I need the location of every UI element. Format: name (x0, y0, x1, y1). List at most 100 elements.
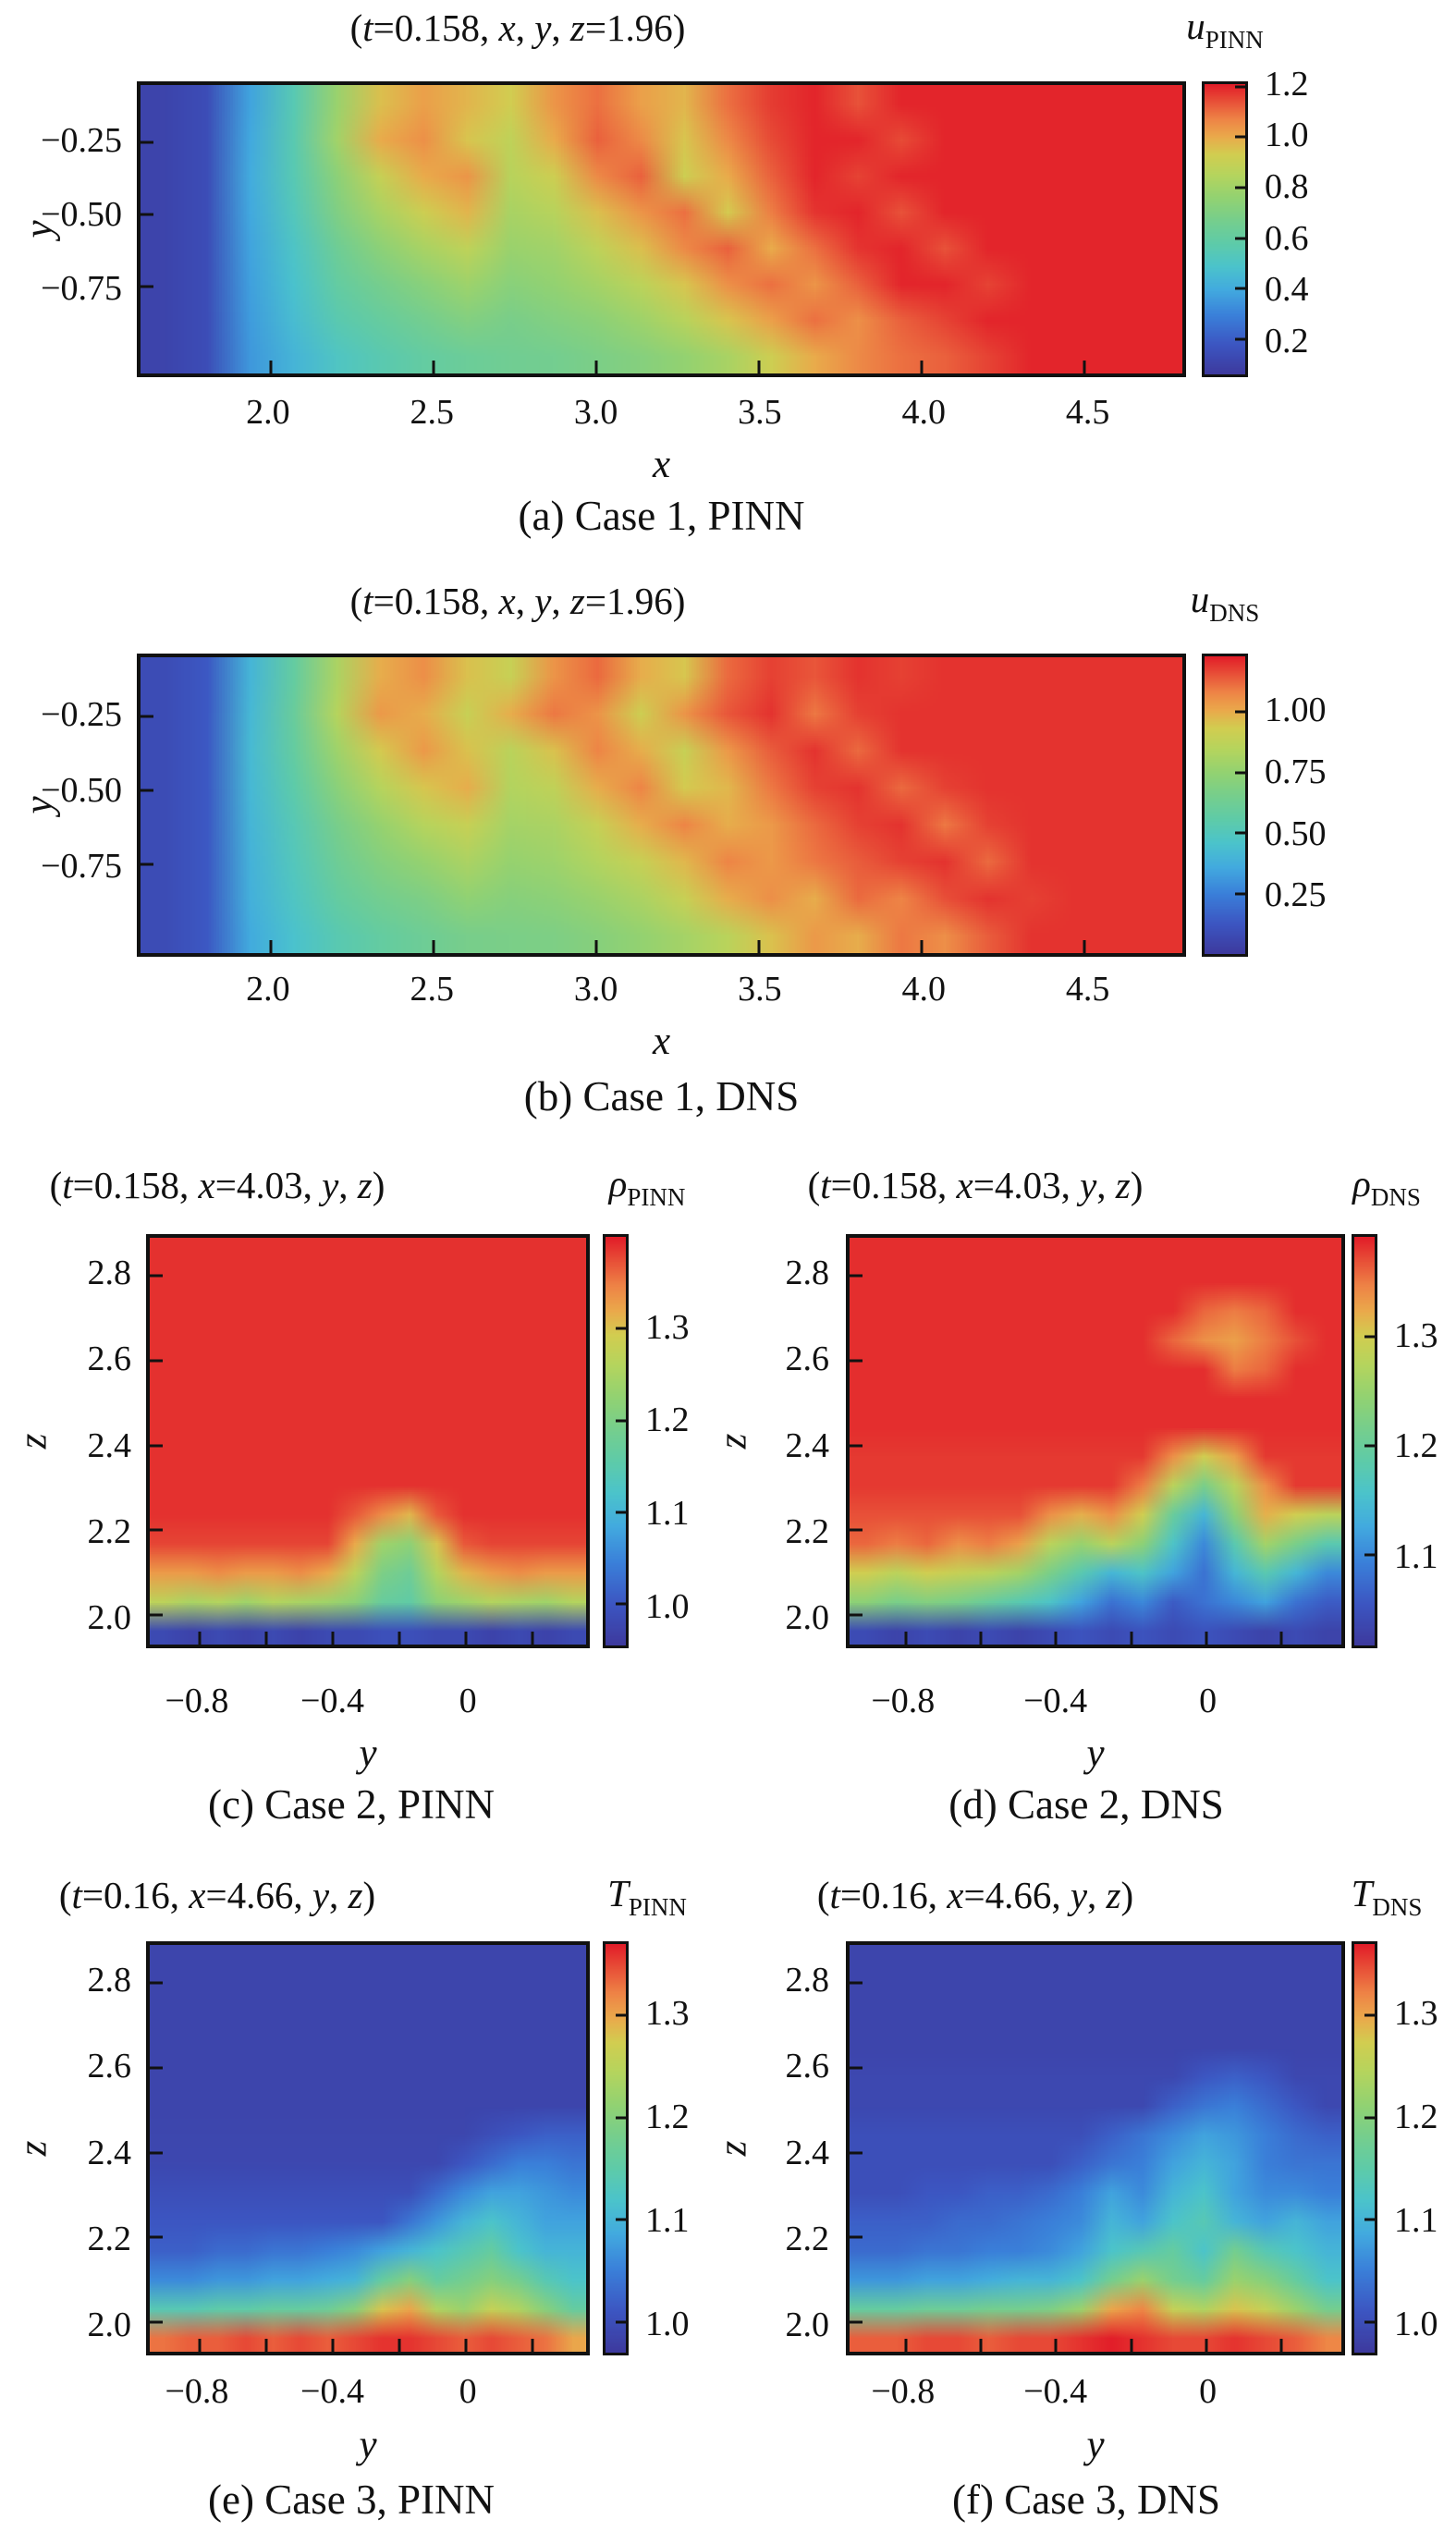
plot-title: (t=0.16, x=4.66, y, z) (816, 1874, 1134, 1916)
x-tick-mark (198, 1632, 202, 1645)
colorbar-title: ρDNS (1313, 1161, 1456, 1212)
y-tick-mark (150, 1444, 163, 1448)
y-tick-mark (150, 2151, 163, 2155)
x-tick-mark (1054, 1632, 1058, 1645)
colorbar-tick-labels: 1.3 1.2 1.1 1.0 (636, 1941, 738, 2355)
x-tick-mark (398, 2339, 401, 2352)
x-tick-mark (904, 1632, 908, 1645)
y-tick-label: −0.50 (41, 195, 122, 234)
colorbar (1202, 81, 1248, 377)
y-tick-mark (850, 2066, 863, 2070)
y-tick-mark (141, 285, 153, 288)
x-tick-label: −0.8 (871, 1682, 936, 1720)
y-tick-label: 2.2 (87, 1512, 132, 1551)
y-tick-mark (850, 1613, 863, 1617)
colorbar-tick-mark (616, 2320, 626, 2324)
x-tick-mark (979, 2339, 983, 2352)
y-tick-label: 2.8 (785, 1961, 830, 2000)
y-tick-label: 2.2 (785, 1512, 830, 1551)
y-tick-label: 2.4 (785, 2133, 830, 2172)
y-tick-label: 2.4 (87, 2133, 132, 2172)
colorbar-tick-mark (1235, 710, 1245, 714)
x-tick-mark (464, 1632, 468, 1645)
y-tick-mark (141, 789, 153, 792)
y-tick-label: 2.2 (87, 2220, 132, 2258)
x-tick-label: 2.5 (410, 393, 454, 432)
x-tick-mark (1205, 1632, 1208, 1645)
heatmap-canvas (850, 1238, 1341, 1645)
heatmap-plot (137, 81, 1186, 377)
y-axis-tick-labels: 2.8 2.6 2.4 2.2 2.0 (18, 1941, 139, 2355)
x-tick-label: −0.8 (165, 2372, 229, 2411)
colorbar (1202, 654, 1248, 957)
colorbar-title: TPINN (564, 1871, 730, 1922)
x-tick-mark (331, 2339, 335, 2352)
y-tick-label: 2.8 (785, 1254, 830, 1292)
colorbar (603, 1941, 629, 2355)
panel-caption: (b) Case 1, DNS (523, 1073, 800, 1119)
x-tick-mark (1083, 940, 1086, 953)
colorbar-tick-mark (1235, 85, 1245, 89)
colorbar-tick-mark (1235, 287, 1245, 290)
y-tick-mark (141, 213, 153, 216)
colorbar-tick-mark (1364, 2218, 1375, 2221)
colorbar-tick-mark (1235, 771, 1245, 775)
x-tick-mark (464, 2339, 468, 2352)
x-axis-label: y (359, 1731, 377, 1775)
x-tick-label: 4.0 (901, 393, 947, 432)
colorbar-title: uDNS (1142, 577, 1308, 628)
colorbar-tick-mark (1364, 1553, 1375, 1557)
y-axis-label: z (711, 2140, 755, 2157)
y-tick-label: 2.6 (87, 1339, 132, 1379)
colorbar-tick-label: 1.2 (645, 1400, 690, 1440)
y-tick-mark (150, 1981, 163, 1985)
colorbar-tick-label: 1.2 (645, 2098, 690, 2137)
y-tick-label: 2.0 (87, 1598, 132, 1638)
colorbar-canvas (606, 1944, 626, 2353)
y-tick-label: 2.8 (87, 1254, 132, 1292)
y-tick-label: 2.2 (785, 2220, 830, 2258)
x-tick-label: 0 (459, 2372, 477, 2411)
x-tick-mark (1083, 361, 1086, 373)
plot-title: (t=0.158, x=4.03, y, z) (807, 1164, 1144, 1206)
x-tick-mark (531, 1632, 534, 1645)
colorbar-tick-label: 1.3 (1394, 1315, 1438, 1355)
y-tick-label: 2.6 (87, 2047, 132, 2086)
x-tick-label: −0.4 (1023, 2372, 1088, 2411)
colorbar-subscript: DNS (1209, 599, 1260, 627)
colorbar-tick-label: 0.75 (1265, 752, 1327, 791)
y-axis-tick-labels: 2.8 2.6 2.4 2.2 2.0 (18, 1234, 139, 1648)
colorbar-tick-label: 1.1 (645, 2201, 690, 2241)
x-tick-mark (920, 940, 924, 953)
y-tick-mark (850, 1981, 863, 1985)
y-tick-mark (850, 1274, 863, 1278)
x-tick-mark (198, 2339, 202, 2352)
colorbar-symbol: u (1190, 578, 1210, 620)
panel-caption: (d) Case 2, DNS (948, 1781, 1224, 1828)
x-tick-mark (594, 940, 598, 953)
x-tick-mark (920, 361, 924, 373)
heatmap-plot (846, 1234, 1345, 1648)
colorbar-tick-mark (616, 1419, 626, 1423)
y-tick-label: −0.25 (41, 121, 122, 160)
x-tick-label: 2.5 (410, 970, 454, 1009)
colorbar-tick-labels: 1.00 0.75 0.50 0.25 (1255, 654, 1366, 957)
heatmap-plot (146, 1941, 590, 2355)
y-tick-label: 2.0 (785, 1598, 830, 1638)
colorbar-symbol: ρ (1352, 1162, 1371, 1205)
x-tick-mark (1130, 2339, 1133, 2352)
colorbar-tick-label: 0.8 (1265, 167, 1309, 207)
x-tick-label: 3.0 (573, 970, 618, 1009)
y-tick-mark (850, 2320, 863, 2324)
colorbar-tick-label: 0.2 (1265, 322, 1309, 361)
colorbar-tick-label: 1.0 (1265, 116, 1309, 155)
x-axis-tick-labels: −0.8 −0.4 0 (146, 1681, 590, 1727)
colorbar-tick-label: 1.2 (1265, 64, 1309, 104)
y-axis-tick-labels: −0.25 −0.50 −0.75 (0, 81, 129, 377)
colorbar-tick-label: 1.3 (645, 1994, 690, 2034)
colorbar-tick-mark (616, 2013, 626, 2017)
colorbar-title: ρPINN (564, 1161, 730, 1212)
x-tick-mark (1130, 1632, 1133, 1645)
